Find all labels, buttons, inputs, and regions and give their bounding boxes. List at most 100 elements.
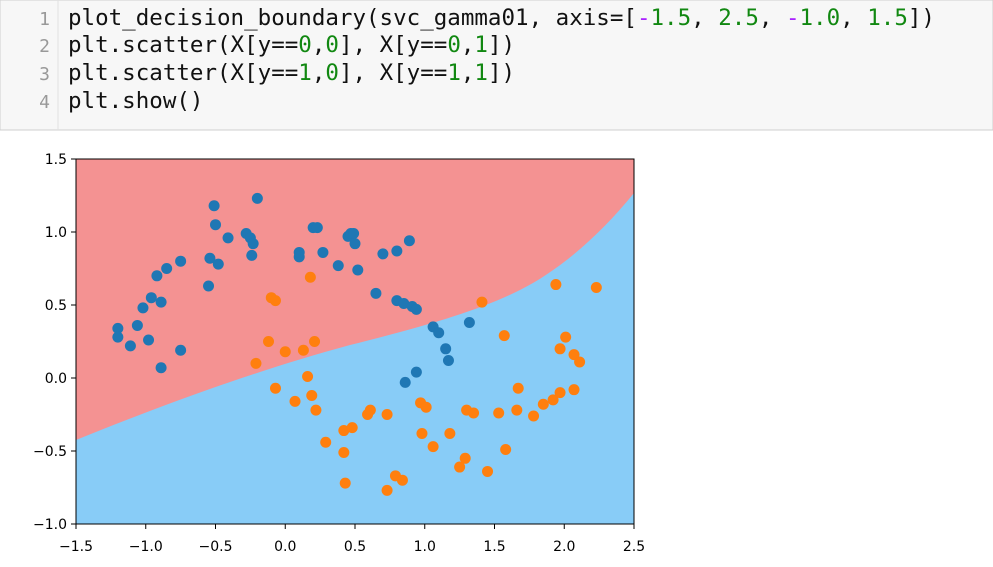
point	[145, 292, 157, 304]
point	[396, 474, 408, 486]
point	[554, 387, 566, 399]
point	[246, 249, 258, 261]
x-tick-label: 2.0	[553, 539, 575, 555]
code-line: plt.scatter(X[y==0,0], X[y==0,1])	[68, 32, 515, 58]
point	[210, 219, 221, 231]
point	[500, 444, 512, 456]
point	[112, 322, 124, 334]
point	[442, 354, 454, 366]
point	[208, 200, 220, 212]
code-token: 2.5	[718, 5, 759, 31]
point	[304, 271, 316, 283]
region-class-1	[76, 193, 634, 524]
y-tick-label: 0.5	[45, 298, 67, 314]
point	[454, 461, 466, 473]
code-token: plt.scatter(X[y==	[68, 32, 298, 58]
line-number: 4	[39, 92, 50, 113]
line-number: 1	[39, 9, 50, 30]
code-token: 1	[474, 32, 488, 58]
point	[444, 427, 456, 439]
point	[175, 255, 187, 267]
code-token: 1	[447, 60, 461, 86]
code-token: plot_decision_boundary(svc_gamma01, axis…	[68, 5, 637, 31]
point	[124, 340, 136, 352]
point	[433, 327, 445, 339]
code-token: -	[786, 5, 800, 31]
y-tick-label: 0.0	[45, 371, 67, 387]
point	[346, 422, 358, 434]
point	[554, 343, 566, 355]
point	[269, 382, 281, 394]
code-token: ])	[488, 32, 515, 58]
code-token: 1.0	[800, 5, 841, 31]
point	[364, 404, 376, 416]
point	[306, 390, 318, 402]
point	[427, 441, 439, 453]
point	[348, 227, 360, 239]
code-token: ,	[759, 5, 786, 31]
point	[403, 235, 415, 247]
point	[410, 303, 422, 315]
code-token: 0	[325, 32, 339, 58]
x-tick-label: 1.5	[483, 539, 505, 555]
point	[574, 356, 586, 368]
point	[440, 343, 452, 355]
point	[338, 425, 350, 437]
line-number: 2	[39, 36, 50, 57]
point	[528, 410, 540, 422]
point	[482, 465, 494, 477]
code-token: ,	[691, 5, 718, 31]
point	[203, 280, 215, 292]
point	[493, 407, 505, 419]
code-token: plt.scatter(X[y==	[68, 60, 298, 86]
point	[293, 246, 305, 258]
point	[204, 252, 216, 264]
x-tick-label: 1.0	[414, 539, 436, 555]
point	[338, 446, 350, 458]
x-tick-label: −0.5	[199, 539, 233, 555]
point	[537, 398, 549, 410]
code-token: ,	[461, 32, 475, 58]
point	[302, 371, 314, 383]
point	[320, 436, 332, 448]
point	[560, 331, 572, 343]
code-token: 1.5	[867, 5, 908, 31]
point	[297, 344, 309, 356]
point	[289, 395, 301, 407]
x-tick-label: −1.5	[59, 539, 93, 555]
code-token: 1	[298, 60, 312, 86]
point	[381, 484, 393, 496]
point	[279, 346, 291, 358]
plot: −1.5 −1.0 −0.5 0.0 0.5 1.0 1.5 2.0 2.5 −1.0 −0.5 0.…	[33, 152, 645, 555]
point	[131, 319, 143, 331]
code-token: plt.show()	[68, 88, 203, 114]
point	[247, 238, 259, 250]
code-token: ,	[461, 60, 475, 86]
point	[143, 334, 155, 346]
point	[398, 298, 410, 310]
point	[391, 245, 403, 257]
code-line: plot_decision_boundary(svc_gamma01, axis…	[68, 5, 935, 31]
point	[410, 366, 422, 378]
point	[550, 279, 562, 291]
code-token: 0	[298, 32, 312, 58]
point	[155, 296, 167, 308]
point	[568, 384, 580, 396]
point	[547, 394, 559, 406]
point	[381, 409, 393, 420]
point	[352, 264, 364, 276]
code-cell[interactable]	[0, 0, 993, 131]
y-tick-label: 1.5	[45, 152, 67, 168]
point	[212, 258, 224, 270]
point	[590, 281, 602, 293]
code-token: ])	[908, 5, 935, 31]
x-tick-label: 2.5	[623, 539, 645, 555]
code: 1 2 3 4 plot_decision_boundary(svc_gamma01, …	[39, 5, 935, 114]
point	[151, 270, 163, 282]
code-token: 0	[447, 32, 461, 58]
point	[476, 296, 488, 308]
code-line: plt.scatter(X[y==1,0], X[y==1,1])	[68, 60, 515, 86]
code-token: 1.5	[651, 5, 692, 31]
point	[399, 376, 411, 388]
point	[420, 401, 432, 413]
